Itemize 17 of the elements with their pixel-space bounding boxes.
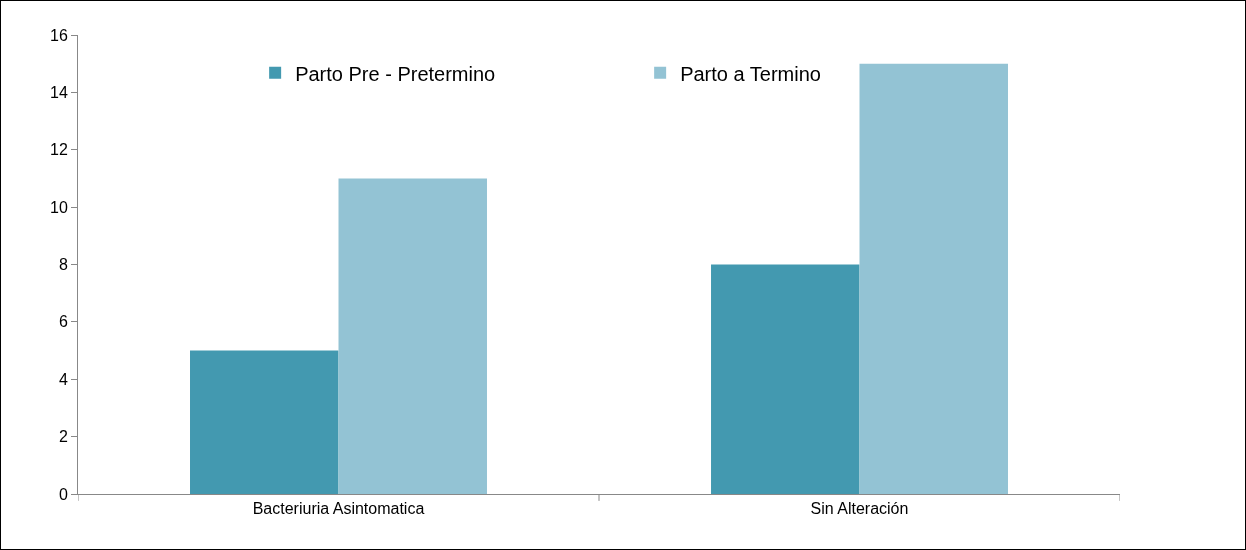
bar	[338, 178, 487, 494]
legend-label: Parto Pre - Pretermino	[295, 62, 496, 85]
y-tick-label: 8	[58, 256, 68, 274]
y-tick-label: 6	[58, 313, 68, 331]
x-tick-label: Bacteriuria Asintomatica	[252, 500, 425, 518]
y-tick-label: 14	[50, 83, 68, 101]
legend-label: Parto a Termino	[680, 62, 821, 85]
y-tick-label: 2	[58, 428, 68, 446]
x-tick-label: Sin Alteración	[810, 500, 909, 518]
bar	[190, 350, 339, 494]
y-tick-label: 16	[50, 26, 68, 44]
bar	[711, 264, 860, 494]
bar	[859, 63, 1008, 494]
y-tick-label: 10	[50, 198, 68, 216]
y-tick-label: 0	[58, 485, 68, 503]
y-tick-label: 12	[50, 141, 68, 159]
y-tick-label: 4	[58, 370, 68, 388]
